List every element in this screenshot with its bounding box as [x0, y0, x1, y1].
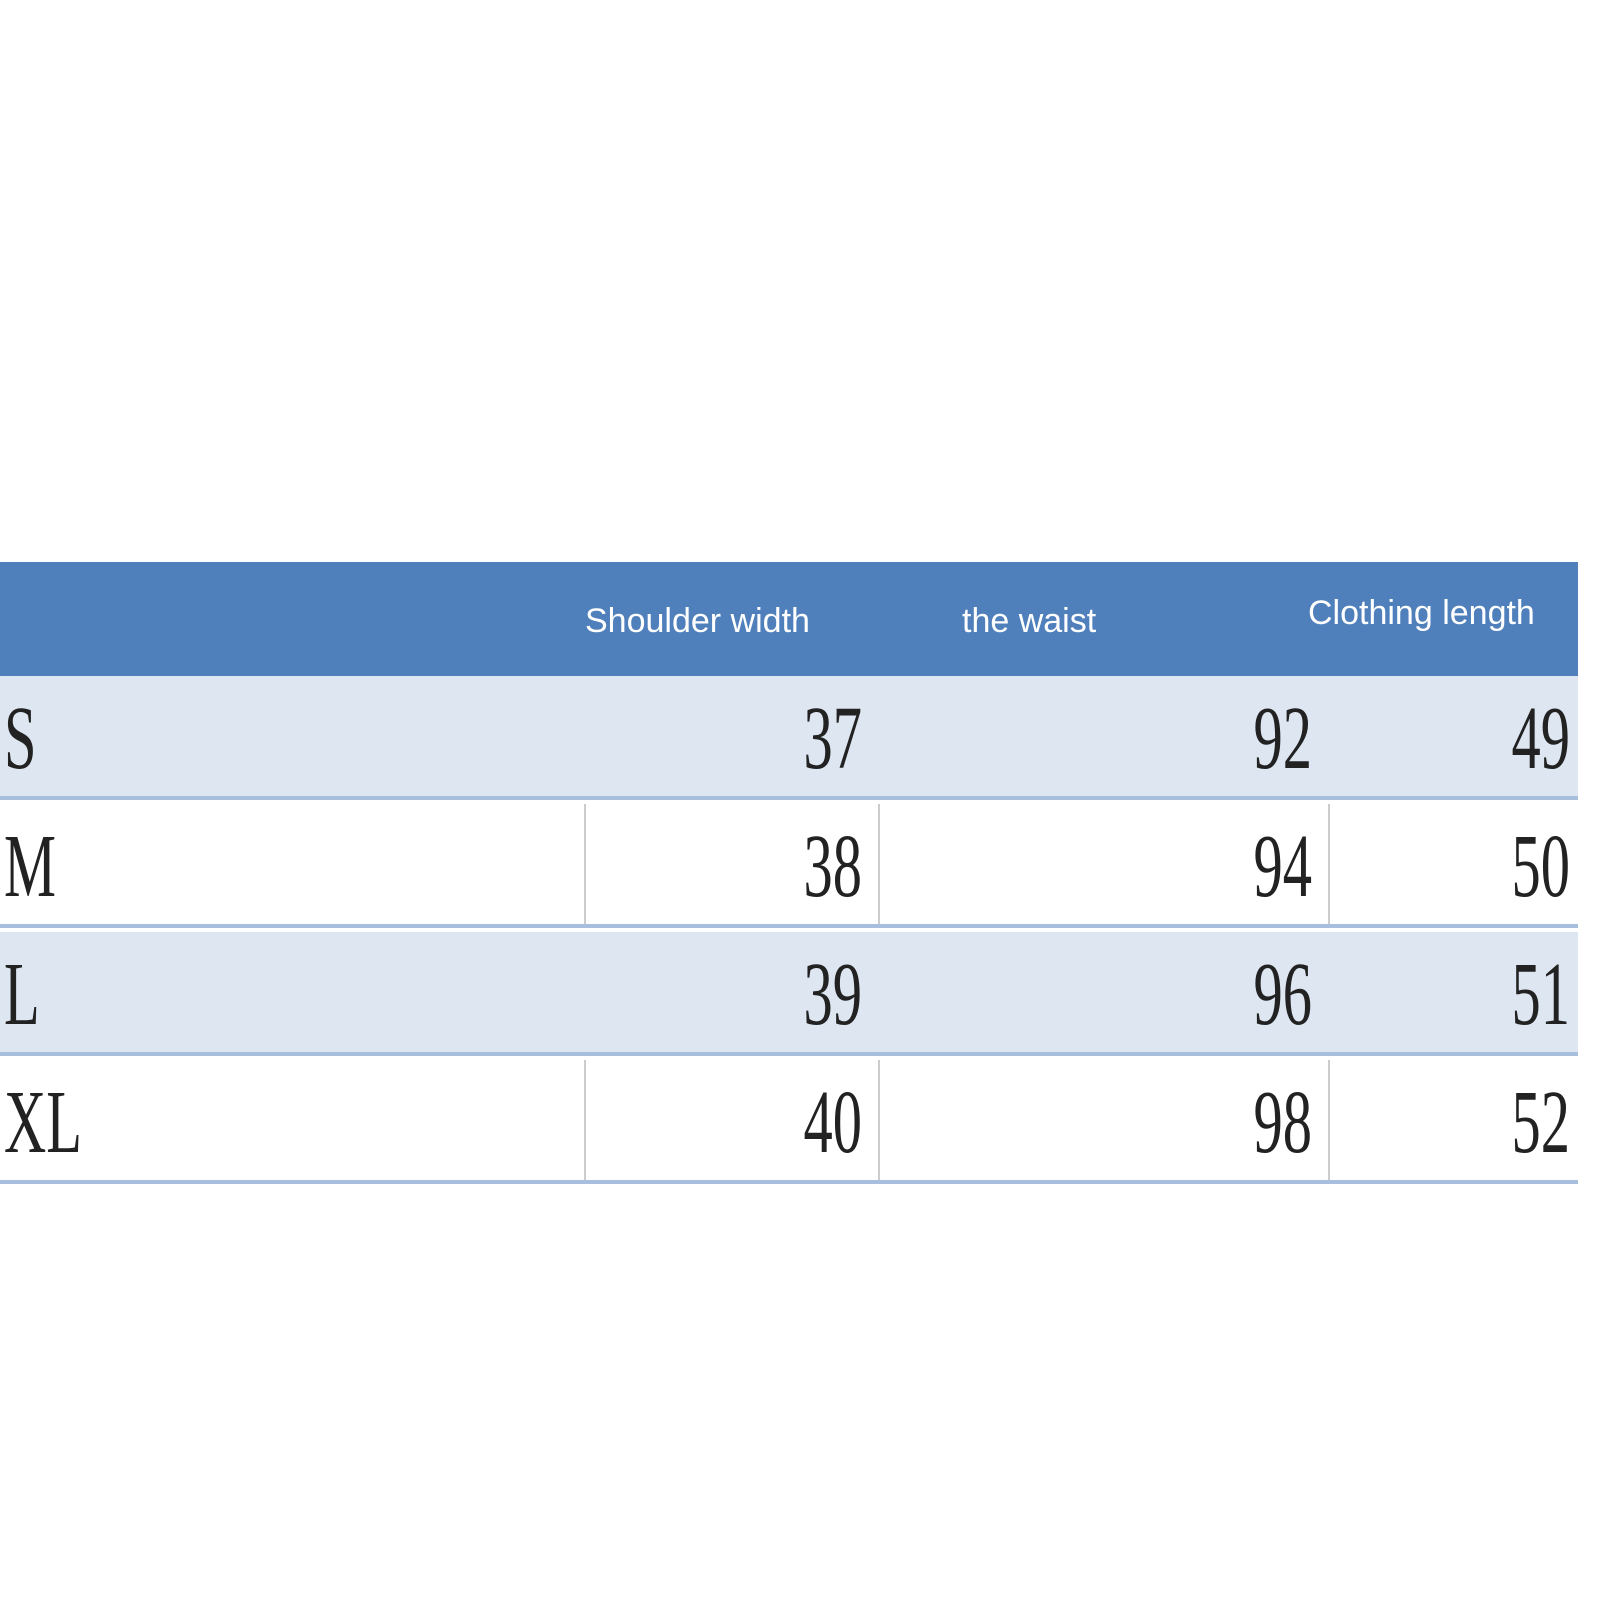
cell-divider: [1328, 1060, 1330, 1180]
size-label: M: [4, 817, 57, 916]
measurement: 92: [1253, 689, 1313, 788]
cell-divider: [584, 804, 586, 924]
header-cell: Clothing length: [1308, 594, 1535, 632]
measurement: 49: [1511, 689, 1571, 788]
measurement: 51: [1511, 945, 1571, 1044]
table-header: Shoulder width the waist Clothing length: [0, 562, 1578, 676]
measurement: 40: [803, 1073, 863, 1172]
size-label: XL: [4, 1073, 82, 1172]
measurement: 50: [1511, 817, 1571, 916]
cell-divider: [1328, 804, 1330, 924]
measurement: 94: [1253, 817, 1313, 916]
table-row: XL 40 98 52: [0, 1060, 1578, 1184]
measurement: 39: [803, 945, 863, 1044]
table-row: S 37 92 49: [0, 676, 1578, 800]
measurement: 52: [1511, 1073, 1571, 1172]
measurement: 37: [803, 689, 863, 788]
measurement: 38: [803, 817, 863, 916]
header-cell: the waist: [962, 602, 1097, 640]
size-label: L: [4, 945, 40, 1044]
cell-divider: [878, 804, 880, 924]
table-row: L 39 96 51: [0, 932, 1578, 1056]
cell-divider: [878, 1060, 880, 1180]
measurement: 96: [1253, 945, 1313, 1044]
cell-divider: [584, 1060, 586, 1180]
header-cell: Shoulder width: [585, 602, 810, 640]
measurement: 98: [1253, 1073, 1313, 1172]
size-label: S: [4, 689, 37, 788]
table-row: M 38 94 50: [0, 804, 1578, 928]
